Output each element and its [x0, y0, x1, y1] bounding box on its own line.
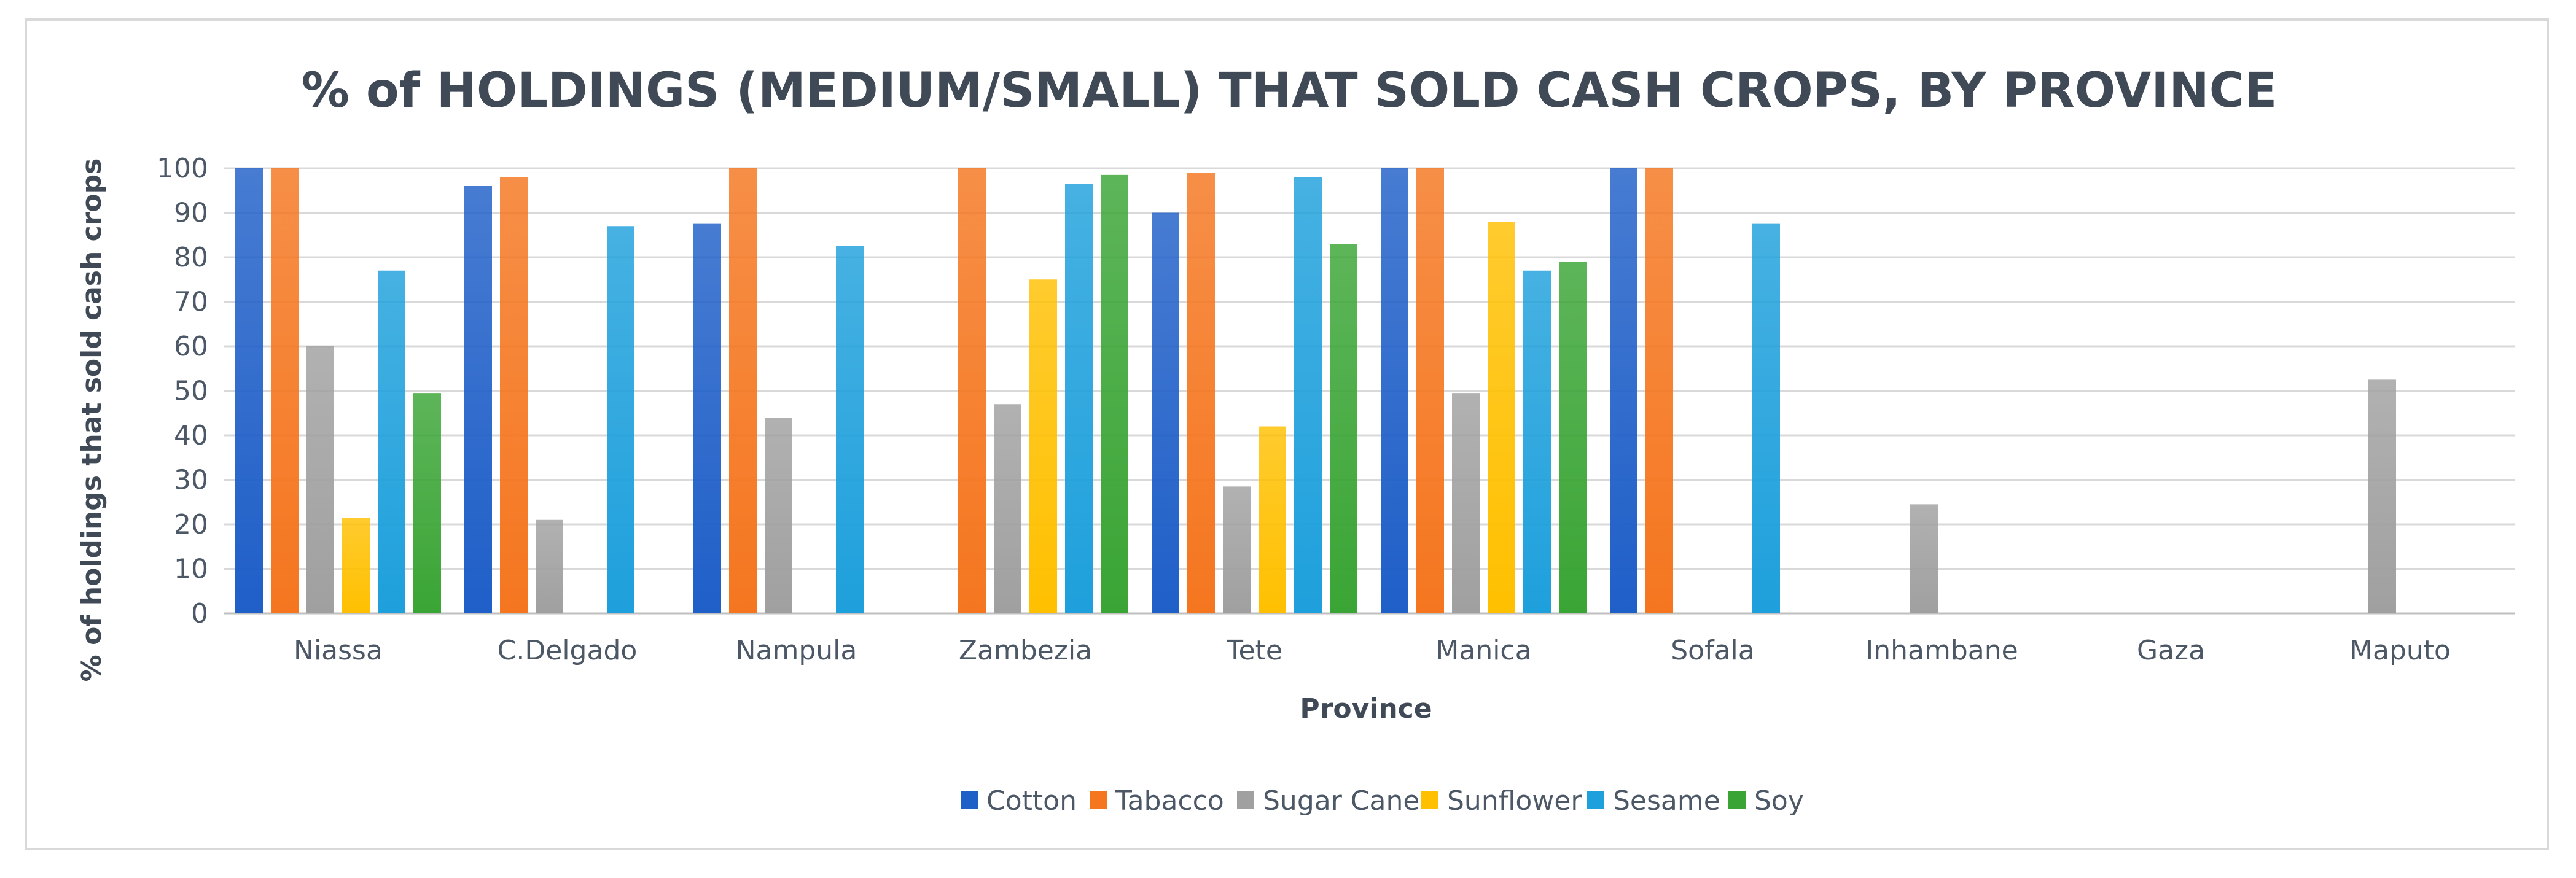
bar-cotton-manica — [1381, 168, 1408, 613]
bar-soy-zambezia — [1101, 174, 1128, 613]
legend: Cotton Tabacco Sugar Cane Sunflower Sesame So… — [961, 785, 1804, 817]
bar-tabacco-tete — [1187, 173, 1215, 613]
x-tick-label: Gaza — [2137, 635, 2205, 666]
bar-sugar-cane-inhambane — [1910, 504, 1938, 613]
bar-tabacco-manica — [1416, 168, 1444, 613]
y-tick-label: 80 — [174, 242, 208, 273]
y-tick-label: 40 — [174, 420, 208, 451]
bar-sugar-cane-manica — [1452, 393, 1480, 613]
chart-title: % of HOLDINGS (MEDIUM/SMALL) THAT SOLD C… — [302, 63, 2277, 118]
x-tick-label: Maputo — [2349, 635, 2451, 666]
x-tick-label: Manica — [1435, 635, 1531, 666]
x-tick-label: Tete — [1226, 635, 1282, 666]
legend-swatch-sesame — [1587, 791, 1604, 809]
y-tick-label: 70 — [174, 287, 208, 318]
chart-frame: % of HOLDINGS (MEDIUM/SMALL) THAT SOLD C… — [25, 18, 2549, 850]
bar-sesame-nampula — [836, 246, 864, 613]
x-axis-title: Province — [1300, 693, 1432, 725]
bar-sunflower-tete — [1259, 426, 1286, 613]
y-tick-label: 60 — [174, 331, 208, 362]
bar-tabacco-nampula — [729, 168, 757, 613]
bar-sunflower-niassa — [342, 518, 370, 613]
bar-sugar-cane-tete — [1223, 486, 1251, 613]
bar-soy-manica — [1559, 262, 1587, 613]
x-axis: Niassa C.Delgado Nampula Zambezia Tete Manica… — [294, 635, 2451, 666]
x-tick-label: Inhambane — [1865, 635, 2018, 666]
x-tick-label: Zambezia — [959, 635, 1092, 666]
bar-sesame-sofala — [1752, 223, 1780, 613]
bar-sunflower-manica — [1488, 222, 1515, 613]
legend-swatch-soy — [1728, 791, 1746, 809]
legend-label: Tabacco — [1115, 785, 1224, 817]
bar-sesame-cdelgado — [607, 226, 634, 613]
x-tick-label: C.Delgado — [498, 635, 638, 666]
bar-sesame-manica — [1523, 270, 1551, 613]
bar-sesame-tete — [1294, 177, 1322, 613]
x-tick-label: Nampula — [736, 635, 857, 666]
bar-sesame-zambezia — [1065, 184, 1093, 613]
bar-soy-tete — [1330, 244, 1357, 613]
bar-tabacco-cdelgado — [500, 177, 528, 613]
legend-label: Sugar Cane — [1263, 785, 1419, 817]
bar-sugar-cane-nampula — [765, 418, 792, 613]
x-tick-label: Sofala — [1671, 635, 1755, 666]
y-tick-label: 30 — [174, 465, 208, 496]
bar-tabacco-niassa — [271, 168, 299, 613]
y-tick-label: 20 — [174, 509, 208, 540]
bar-tabacco-zambezia — [958, 168, 986, 613]
bar-sesame-niassa — [378, 270, 405, 613]
bar-cotton-niassa — [235, 168, 263, 613]
bar-sugar-cane-maputo — [2368, 379, 2396, 613]
bar-sugar-cane-zambezia — [994, 404, 1021, 613]
y-axis-title: % of holdings that sold cash crops — [76, 158, 107, 682]
bar-cotton-tete — [1152, 212, 1179, 613]
bar-tabacco-sofala — [1645, 168, 1673, 613]
x-tick-label: Niassa — [294, 635, 383, 666]
bar-sugar-cane-cdelgado — [536, 519, 563, 613]
y-tick-label: 50 — [174, 376, 208, 407]
legend-swatch-sugar-cane — [1237, 791, 1254, 809]
y-tick-label: 10 — [174, 554, 208, 585]
legend-label: Sesame — [1613, 785, 1720, 817]
bar-sunflower-zambezia — [1029, 279, 1057, 613]
legend-label: Soy — [1754, 785, 1804, 817]
legend-swatch-tabacco — [1090, 791, 1107, 809]
y-tick-label: 100 — [157, 153, 208, 184]
chart-svg: % of HOLDINGS (MEDIUM/SMALL) THAT SOLD C… — [76, 63, 2515, 817]
legend-swatch-sunflower — [1421, 791, 1438, 809]
bar-cotton-nampula — [693, 223, 721, 613]
y-tick-labels: 0 10 20 30 40 50 60 70 80 90 100 — [157, 153, 208, 629]
bars — [235, 168, 2396, 613]
bar-cotton-sofala — [1610, 168, 1637, 613]
legend-swatch-cotton — [961, 791, 978, 809]
y-tick-label: 90 — [174, 198, 208, 229]
legend-label: Sunflower — [1447, 785, 1582, 817]
bar-soy-niassa — [413, 393, 441, 613]
bar-cotton-cdelgado — [464, 186, 492, 613]
grid-lines — [224, 167, 2515, 615]
y-tick-label: 0 — [191, 598, 208, 629]
bar-sugar-cane-niassa — [306, 346, 334, 613]
legend-label: Cotton — [986, 785, 1077, 817]
